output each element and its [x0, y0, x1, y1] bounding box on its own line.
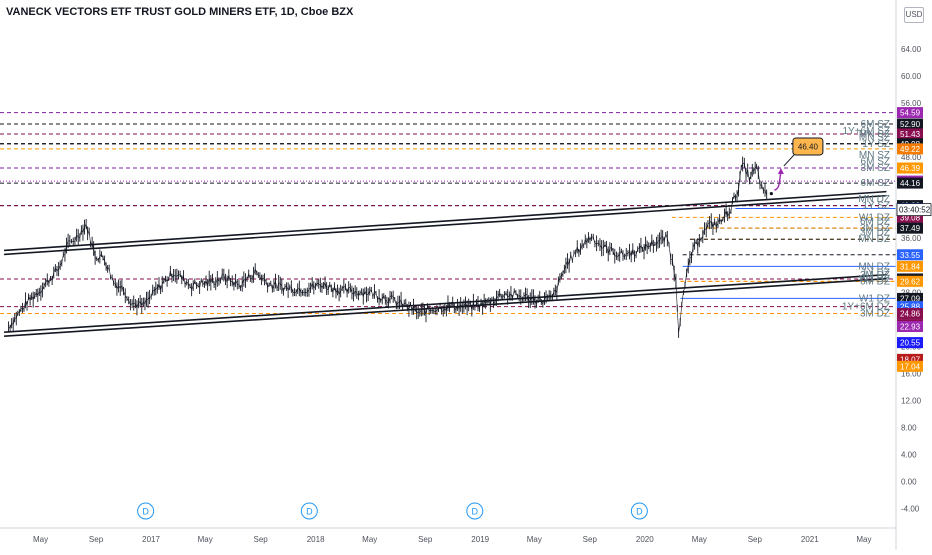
price-tag-label: 54.59 [900, 109, 921, 118]
price-tag-label: 24.86 [900, 309, 921, 318]
level-label: 1Y+6M SZ [842, 126, 890, 137]
price-segment [669, 245, 671, 259]
price-segment [62, 254, 64, 262]
y-tick-label: 12.00 [901, 396, 922, 405]
price-segment [89, 231, 91, 244]
price-segment [676, 281, 677, 308]
price-tag-label: 51.43 [900, 130, 921, 139]
x-tick-label: May [856, 535, 871, 544]
time-axis: May Sep 2017 May Sep 2018 May Sep 2019 May Sep 2020… [0, 528, 896, 544]
price-tag-label: 22.93 [900, 323, 921, 332]
x-tick-label: 2019 [471, 535, 489, 544]
x-tick-label: May [33, 535, 48, 544]
price-tag-label: 33.55 [900, 251, 921, 260]
y-tick-label: 48.00 [901, 153, 922, 162]
x-tick-label: May [527, 535, 542, 544]
price-tag-label: 29.62 [900, 277, 921, 286]
y-tick-label: 60.00 [901, 72, 922, 81]
x-tick-label: Sep [748, 535, 763, 544]
x-tick-label: 2021 [801, 535, 819, 544]
price-segment [513, 291, 515, 298]
x-tick-label: Sep [254, 535, 269, 544]
y-tick-label: 0.00 [901, 477, 917, 486]
level-label: 6M DZ [860, 217, 890, 228]
dividend-marker-label: D [636, 507, 643, 517]
chart-title: VANECK VECTORS ETF TRUST GOLD MINERS ETF… [6, 6, 353, 18]
price-segment [109, 268, 111, 278]
y-tick-label: 8.00 [901, 423, 917, 432]
y-tick-label: 36.00 [901, 234, 922, 243]
level-label: MN SZ [859, 150, 890, 161]
x-tick-label: Sep [583, 535, 598, 544]
x-tick-label: 2018 [307, 535, 325, 544]
y-tick-label: 64.00 [901, 45, 922, 54]
price-segment [572, 252, 574, 260]
y-tick-label: 56.00 [901, 99, 922, 108]
forecast-arrowhead [778, 168, 784, 174]
x-tick-label: May [362, 535, 377, 544]
price-tag-label: 31.84 [900, 262, 921, 271]
channel-line [4, 192, 886, 251]
currency-badge[interactable]: USD [904, 7, 924, 23]
channel-line [4, 275, 886, 332]
trend-channel [4, 192, 886, 337]
forecast-callout-label: 46.40 [798, 142, 819, 151]
level-label: 3M DZ [860, 270, 890, 281]
price-segment [376, 293, 378, 300]
x-tick-label: Sep [89, 535, 104, 544]
channel-line [4, 196, 886, 255]
dividend-marker-label: D [142, 507, 149, 517]
price-segment [593, 237, 595, 244]
x-tick-label: 2020 [636, 535, 654, 544]
forecast-group: 46.40 [774, 138, 823, 190]
price-tag-label: 44.16 [900, 179, 921, 188]
price-segment [677, 308, 678, 333]
last-price-dot [770, 192, 773, 195]
price-segment [112, 277, 114, 283]
y-tick-label: -4.00 [901, 504, 920, 513]
price-segment [371, 290, 373, 297]
price-tag-label: 49.22 [900, 145, 921, 154]
y-tick-label: 4.00 [901, 450, 917, 459]
dividend-marker-label: D [306, 507, 313, 517]
x-tick-label: May [198, 535, 213, 544]
level-label: 6M SZ [861, 178, 890, 189]
x-tick-label: Sep [418, 535, 433, 544]
channel-line [4, 279, 886, 336]
price-tag-label: 46.39 [900, 164, 921, 173]
price-tag-label: 20.55 [900, 339, 921, 348]
x-tick-label: May [692, 535, 707, 544]
price-tag-label: 17.04 [900, 362, 921, 371]
x-tick-label: 2017 [142, 535, 160, 544]
dividend-marker-label: D [472, 507, 479, 517]
level-label: 3M DZ [860, 228, 890, 239]
price-segment [679, 322, 681, 332]
callout-leader [784, 154, 795, 166]
level-label: 3M DZ [860, 308, 890, 319]
countdown-label: 03:40:52 [899, 206, 931, 215]
price-tag-label: 52.90 [900, 120, 921, 129]
price-tag-label: 37.49 [900, 224, 921, 233]
level-label: MN DZ [858, 194, 890, 205]
